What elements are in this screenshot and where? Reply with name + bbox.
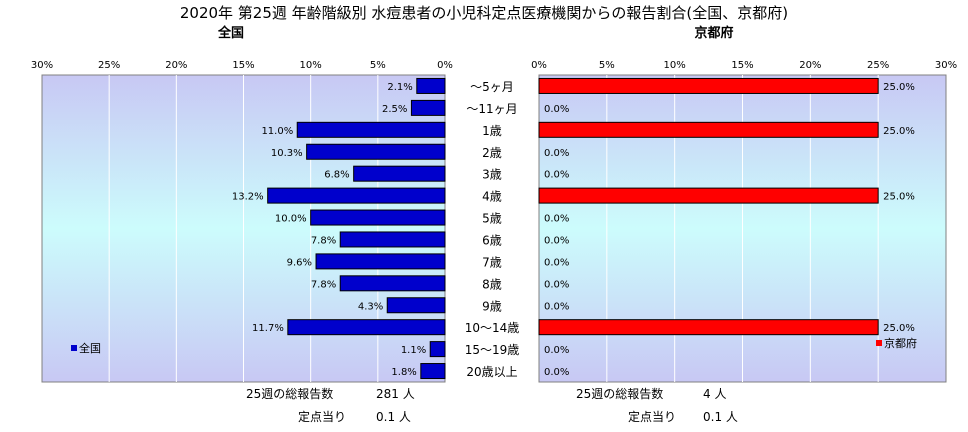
bar [339, 275, 446, 292]
data-label: 25.0% [883, 126, 915, 137]
bar [416, 77, 446, 94]
data-label: 0.0% [544, 235, 569, 246]
kyoto-per-label: 定点当り [628, 409, 676, 424]
national-legend: 全国 [71, 341, 101, 355]
category-label: 20歳以上 [466, 365, 517, 379]
data-label: 0.0% [544, 257, 569, 268]
data-label: 25.0% [883, 82, 915, 93]
data-label: 4.3% [358, 301, 383, 312]
kyoto-legend: 京都府 [876, 336, 917, 350]
category-label: 8歳 [482, 277, 502, 291]
category-label: 15～19歳 [465, 343, 520, 357]
data-label: 0.0% [544, 148, 569, 159]
category-label: 10～14歳 [465, 321, 520, 335]
data-label: 25.0% [883, 192, 915, 203]
category-label: 7歳 [482, 255, 502, 269]
kyoto-plot: 0% 5% 10% 15% 20% 25% 30% 25.0% 0.0% 25.0% 0.0% 0.0… [531, 60, 957, 383]
tick-label: 20% [799, 60, 821, 71]
kyoto-total-value: 4 人 [703, 387, 726, 401]
data-label: 11.7% [252, 323, 284, 334]
national-per-label: 定点当り [298, 409, 346, 424]
bar [287, 319, 446, 336]
data-label: 0.0% [544, 214, 569, 225]
category-label: 4歳 [482, 190, 502, 204]
tick-label: 30% [935, 60, 957, 71]
bar [353, 165, 446, 182]
data-label: 10.0% [275, 214, 307, 225]
national-total-value: 281 人 [376, 387, 415, 401]
chart-title: 2020年 第25週 年齢階級別 水痘患者の小児科定点医療機関からの報告割合(全… [180, 4, 788, 22]
category-label: 3歳 [482, 168, 502, 182]
bar [339, 231, 446, 248]
bar [386, 297, 446, 314]
bar [267, 187, 446, 204]
data-label: 1.8% [391, 367, 416, 378]
data-label: 2.1% [387, 82, 412, 93]
data-label: 7.8% [311, 235, 336, 246]
bar [296, 121, 446, 138]
bar [306, 143, 446, 160]
national-legend-swatch [71, 345, 77, 351]
bar [538, 319, 879, 336]
national-per-value: 0.1 人 [376, 410, 411, 424]
tick-label: 0% [531, 60, 547, 71]
tick-label: 10% [664, 60, 686, 71]
data-label: 0.0% [544, 170, 569, 181]
bar [538, 121, 879, 138]
data-label: 0.0% [544, 279, 569, 290]
kyoto-per-value: 0.1 人 [703, 410, 738, 424]
kyoto-total-label: 25週の総報告数 [576, 386, 663, 401]
tick-label: 25% [867, 60, 889, 71]
bar [310, 209, 446, 226]
category-label: ～11ヶ月 [466, 102, 517, 116]
tick-label: 0% [437, 60, 453, 71]
category-label: 1歳 [482, 124, 502, 138]
tick-label: 5% [599, 60, 615, 71]
data-label: 0.0% [544, 367, 569, 378]
data-label: 0.0% [544, 345, 569, 356]
bar [429, 341, 446, 358]
kyoto-legend-swatch [876, 340, 882, 346]
data-label: 13.2% [232, 192, 264, 203]
data-label: 0.0% [544, 104, 569, 115]
tick-label: 25% [98, 60, 120, 71]
tick-label: 10% [300, 60, 322, 71]
data-label: 2.5% [382, 104, 407, 115]
national-plot: 0% 5% 10% 15% 20% 25% 30% 2.1% 2.5% 11.0% 10.3% 6.8… [31, 60, 453, 383]
bar [538, 187, 879, 204]
tick-label: 5% [370, 60, 386, 71]
tick-label: 15% [731, 60, 753, 71]
data-label: 10.3% [271, 148, 303, 159]
tick-label: 15% [232, 60, 254, 71]
data-label: 6.8% [324, 170, 349, 181]
national-total-label: 25週の総報告数 [246, 386, 333, 401]
category-label: 2歳 [482, 146, 502, 160]
category-label: 5歳 [482, 212, 502, 226]
data-label: 25.0% [883, 323, 915, 334]
data-label: 0.0% [544, 301, 569, 312]
data-label: 7.8% [311, 279, 336, 290]
bar [410, 99, 446, 116]
data-label: 1.1% [401, 345, 426, 356]
data-label: 11.0% [261, 126, 293, 137]
kyoto-legend-label: 京都府 [884, 336, 917, 350]
category-label: 6歳 [482, 233, 502, 247]
category-labels: ～5ヶ月 ～11ヶ月 1歳 2歳 3歳 4歳 5歳 6歳 7歳 8歳 9歳 10～14歳 15～19歳 2… [465, 80, 520, 379]
category-label: ～5ヶ月 [470, 80, 514, 94]
bar [538, 77, 879, 94]
tick-label: 30% [31, 60, 53, 71]
kyoto-chart-title: 京都府 [694, 25, 733, 41]
category-label: 9歳 [482, 299, 502, 313]
national-legend-label: 全国 [79, 341, 101, 355]
bar [315, 253, 446, 270]
data-label: 9.6% [287, 257, 312, 268]
national-chart-title: 全国 [217, 25, 244, 41]
bar [420, 363, 446, 380]
tick-label: 20% [165, 60, 187, 71]
